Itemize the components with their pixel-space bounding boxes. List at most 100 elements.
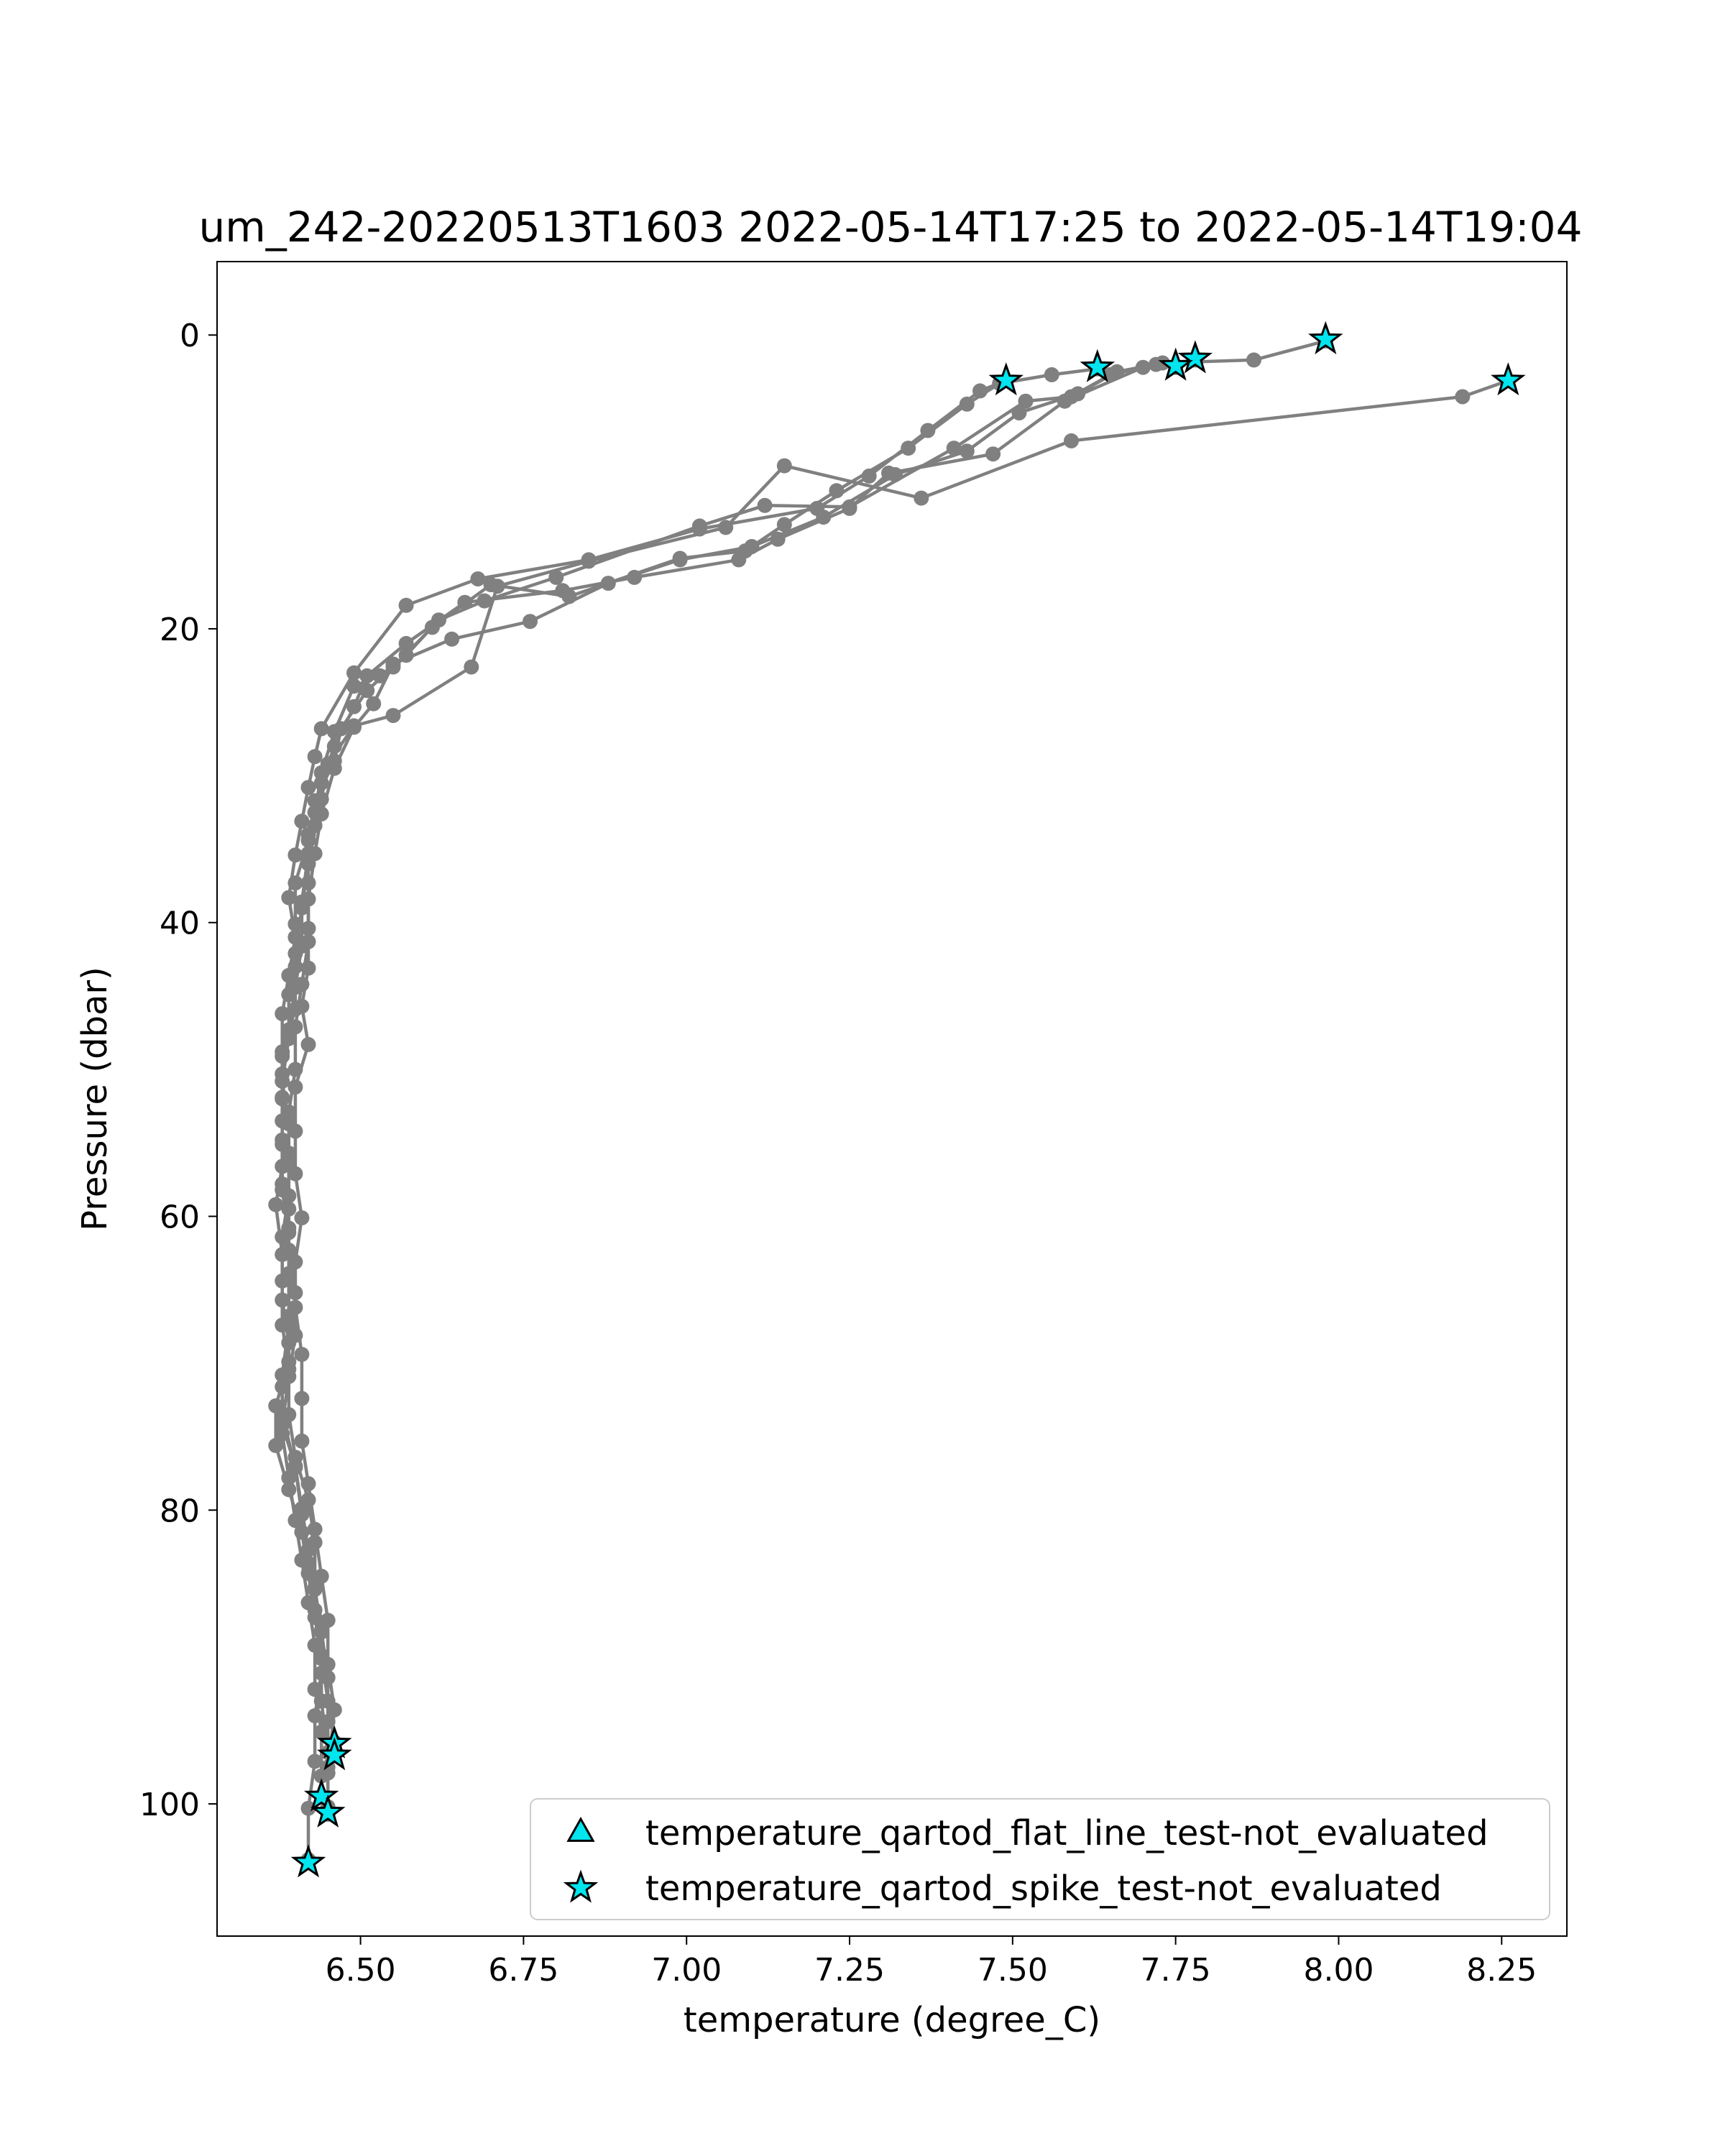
data-point [959,443,975,459]
legend-label: temperature_qartod_spike_test-not_evalua… [645,1869,1442,1909]
data-point [776,517,792,533]
data-point [300,780,316,796]
data-point [300,1800,316,1816]
data-point [320,1765,336,1781]
data-point [385,708,401,724]
data-point [914,490,929,506]
data-point [307,1580,323,1596]
spike-flag-marker [290,1844,326,1878]
data-point [829,483,845,499]
legend-triangle-marker [566,1816,595,1842]
x-tick-label: 6.75 [488,1952,558,1989]
data-point [320,756,336,772]
y-tick-label: 60 [160,1199,200,1236]
data-point [757,497,773,513]
legend: temperature_qartod_flat_line_test-not_ev… [530,1798,1550,1920]
legend-label: temperature_qartod_flat_line_test-not_ev… [645,1813,1489,1853]
plot-area [216,261,1568,1937]
data-point [275,1074,290,1089]
data-point [268,1398,284,1414]
x-tick-label: 7.75 [1141,1952,1211,1989]
spike-flag-marker [988,362,1024,396]
legend-star-marker [563,1869,599,1903]
data-point [346,665,362,681]
data-point [288,1254,303,1270]
data-point [313,1568,329,1584]
x-axis: 6.50 6.75 7.00 7.25 7.50 7.75 8.00 8.25 [326,1936,1537,1989]
data-point [288,1299,303,1315]
y-axis-label: Pressure (dbar) [75,967,115,1231]
data-point [959,396,975,412]
data-point [600,576,616,591]
spike-flag-marker [1080,349,1116,382]
data-point [1064,433,1079,448]
data-point [288,1019,303,1035]
chart-title: um_242-20220513T1603 2022-05-14T17:25 to… [199,203,1583,252]
spike-flag-marker [1177,340,1213,374]
data-point [281,1146,297,1161]
data-point [275,1229,290,1245]
data-point [275,1273,290,1289]
data-point [326,1702,342,1718]
data-point [307,1521,323,1537]
data-point [281,1361,297,1377]
data-point [1011,405,1027,420]
data-point [523,614,538,630]
data-point [294,814,310,829]
data-point [300,960,316,976]
data-point [288,1166,303,1181]
data-point [300,921,316,936]
data-point [288,875,303,891]
data-point [294,1433,310,1449]
data-point [281,1031,297,1046]
data-point [307,1637,323,1653]
spike-flag-marker [317,1737,352,1771]
data-point [1109,364,1125,379]
x-tick-label: 8.00 [1303,1952,1374,1989]
data-point [985,446,1001,462]
data-point [275,1317,290,1333]
data-point [920,423,936,438]
profile-series-6 [288,373,1516,1815]
data-point [1044,367,1059,382]
data-point [300,1595,316,1611]
data-point [307,846,323,862]
data-point [888,466,903,482]
data-point [366,696,382,711]
legend-box [530,1798,1550,1920]
data-point [307,1754,323,1769]
spike-flag-marker [1491,362,1526,396]
x-tick-label: 6.50 [326,1952,396,1989]
data-point [313,721,329,737]
data-point [294,1210,310,1226]
data-point [548,569,564,585]
data-point [313,791,329,807]
x-tick-label: 7.25 [814,1952,885,1989]
y-tick-label: 20 [160,612,200,648]
data-point [307,1708,323,1723]
data-point [464,659,479,675]
data-point [313,1624,329,1640]
profile-line [293,379,1509,1807]
data-point [346,678,362,694]
data-point [731,552,747,568]
data-point [294,1347,310,1363]
data-point [288,1123,303,1139]
data-point [385,656,401,672]
data-point [1070,386,1086,402]
data-point [320,1613,336,1628]
data-point [816,510,832,525]
y-tick-label: 100 [139,1787,200,1823]
data-point [1455,389,1471,405]
data-point [288,1079,303,1095]
data-point [346,718,362,734]
data-point [275,1006,290,1021]
data-point [307,749,323,765]
data-point [489,579,505,594]
data-point [288,1450,303,1465]
data-point [288,1513,303,1529]
data-point [281,1104,297,1120]
spike-flag-marker [310,1794,346,1828]
x-tick-label: 7.00 [651,1952,722,1989]
